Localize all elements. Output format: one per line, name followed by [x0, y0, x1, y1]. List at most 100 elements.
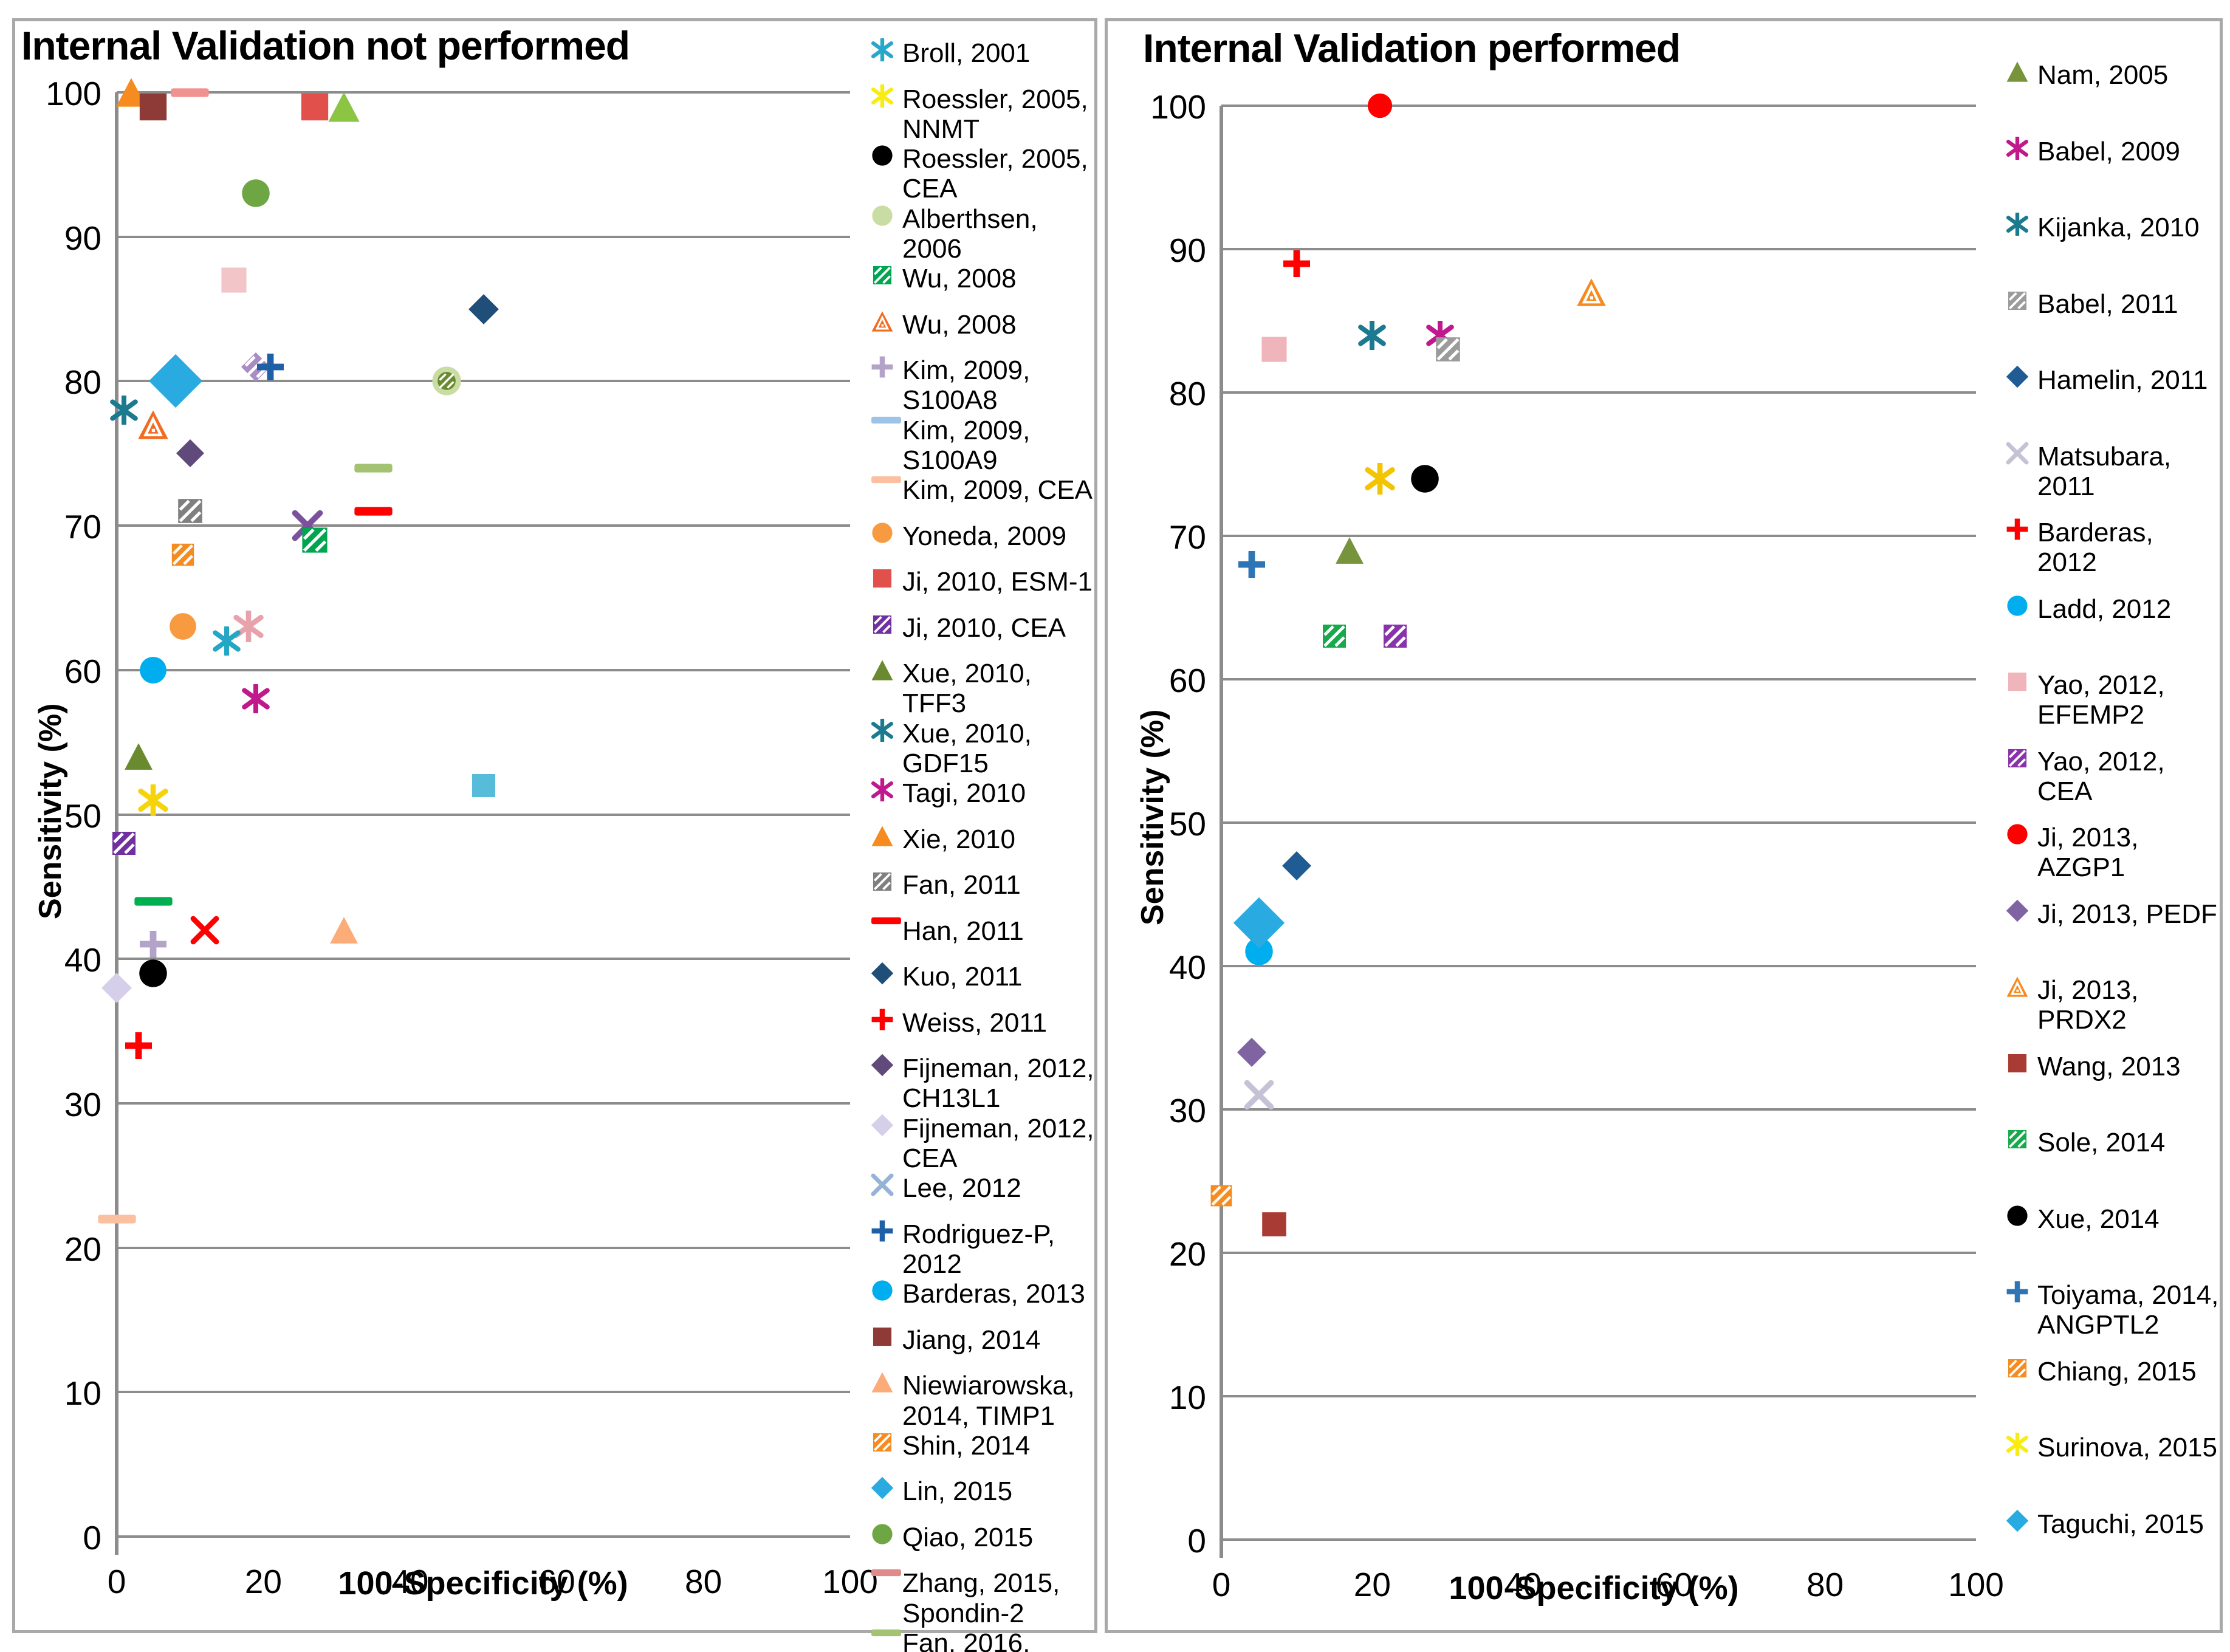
y-tick-label: 0 — [1187, 1522, 1206, 1560]
circle-icon — [871, 144, 902, 167]
legend-label: Yoneda, 2009 — [902, 521, 1066, 551]
legend-item: Roessler, 2005, NNMT — [871, 84, 1094, 145]
y-tick-label: 10 — [64, 1374, 101, 1413]
data-point — [136, 90, 170, 124]
data-point — [240, 177, 272, 209]
data-point — [1208, 1182, 1235, 1209]
point-marker-icon — [242, 179, 270, 208]
triangle-icon — [871, 1371, 902, 1394]
y-tick-label: 30 — [1168, 1092, 1206, 1129]
legend-asterisk-icon — [2006, 136, 2029, 160]
legend-item: Sole, 2014 — [2006, 1128, 2220, 1204]
point-marker-icon — [257, 353, 284, 380]
point-marker-icon — [169, 613, 196, 640]
point-marker-icon — [1576, 278, 1606, 306]
legend-item: Rodriguez-P, 2012 — [871, 1219, 1094, 1280]
legend-asterisk-icon — [2006, 213, 2029, 236]
legend-label: Han, 2011 — [902, 916, 1024, 946]
gridline-y-20 — [1221, 1252, 1976, 1254]
y-tick-label: 50 — [1168, 805, 1206, 843]
legend-item: Fan, 2011 — [871, 870, 1094, 916]
x-axis-title: 100-Specificity (%) — [338, 1565, 628, 1602]
gridline-y-30 — [117, 1102, 850, 1105]
legend-item: Wang, 2013 — [2006, 1052, 2220, 1128]
legend-item: Xue, 2010, GDF15 — [871, 718, 1094, 779]
data-point — [138, 655, 168, 685]
legend-label: Yao, 2012, CEA — [2037, 746, 2165, 806]
legend-dash-icon — [871, 476, 901, 484]
legend-triangle-icon — [871, 1372, 893, 1393]
dash-icon — [871, 1628, 902, 1637]
x-tick-label: 0 — [1212, 1566, 1231, 1603]
data-point — [1364, 461, 1396, 496]
square-icon — [871, 613, 902, 636]
square-icon — [871, 870, 902, 893]
legend-label: Weiss, 2011 — [902, 1007, 1048, 1038]
legend-label: Xue, 2010, GDF15 — [902, 718, 1032, 778]
gridline-y-50 — [1221, 821, 1976, 824]
y-tick-label: 80 — [1168, 375, 1206, 413]
data-point — [1409, 463, 1441, 495]
y-tick-label: 90 — [64, 219, 101, 257]
legend-item: Shin, 2014 — [871, 1431, 1094, 1477]
dash-icon — [871, 1568, 902, 1577]
point-marker-icon — [301, 93, 329, 120]
x-icon — [2006, 441, 2037, 465]
legend-label: Kijanka, 2010 — [2037, 213, 2200, 242]
dash-icon — [871, 416, 902, 425]
point-marker-icon — [139, 959, 168, 987]
data-point — [1357, 319, 1387, 351]
y-tick-label: 80 — [64, 363, 101, 402]
data-point — [1576, 276, 1607, 308]
x-tick-label: 60 — [1655, 1566, 1693, 1603]
data-point — [241, 682, 270, 715]
point-marker-icon — [1233, 897, 1285, 949]
data-point — [469, 771, 498, 800]
legend-square-icon — [2008, 1054, 2027, 1072]
legend-square-icon — [2008, 1129, 2027, 1149]
legend-label: Rodriguez-P, 2012 — [902, 1219, 1055, 1280]
square-icon — [2006, 747, 2037, 770]
data-point — [109, 394, 139, 427]
legend-item: Weiss, 2011 — [871, 1008, 1094, 1054]
point-marker-icon — [176, 439, 204, 468]
legend-item: Lee, 2012 — [871, 1173, 1094, 1219]
data-point — [329, 915, 359, 945]
legend-item: Xue, 2010, TFF3 — [871, 659, 1094, 719]
legend-item: Ji, 2010, CEA — [871, 613, 1094, 659]
legend: Broll, 2001 Roessler, 2005, NNMT Roessler,… — [871, 38, 1094, 1652]
x-tick-label: 100 — [1948, 1566, 2004, 1603]
legend-item: Lin, 2015 — [871, 1476, 1094, 1523]
legend-label: Shin, 2014 — [902, 1430, 1031, 1461]
data-point — [1366, 92, 1394, 120]
point-marker-icon — [1238, 551, 1265, 578]
square-icon — [871, 1325, 902, 1348]
gridline-y-40 — [117, 958, 850, 961]
data-point — [1334, 535, 1365, 566]
legend-item: Kim, 2009, CEA — [871, 475, 1094, 521]
point-marker-icon — [1358, 319, 1387, 351]
legend-square-icon — [873, 266, 892, 285]
legend-item: Surinova, 2015 — [2006, 1433, 2220, 1509]
square-icon — [2006, 1357, 2037, 1380]
legend-item: Alberthsen, 2006 — [871, 204, 1094, 264]
legend-item: Xie, 2010 — [871, 824, 1094, 871]
x-tick-label: 0 — [107, 1563, 126, 1600]
data-point — [354, 506, 393, 517]
point-marker-icon — [1262, 1212, 1286, 1236]
legend-item: Niewiarowska, 2014, TIMP1 — [871, 1371, 1094, 1431]
legend-plus-icon — [871, 1220, 893, 1242]
data-point — [148, 353, 204, 409]
x-tick-label: 20 — [1353, 1566, 1391, 1603]
point-marker-icon — [242, 682, 270, 715]
circle-icon — [2006, 1204, 2037, 1227]
point-marker-icon — [1261, 337, 1287, 362]
point-marker-icon — [1237, 1037, 1266, 1067]
legend-square-icon — [873, 1433, 892, 1451]
asterisk-icon — [2006, 213, 2037, 236]
y-tick-label: 60 — [64, 652, 101, 690]
legend-label: Nam, 2005 — [2037, 60, 2169, 90]
point-marker-icon — [1210, 1185, 1232, 1207]
legend-label: Wu, 2008 — [902, 264, 1017, 294]
